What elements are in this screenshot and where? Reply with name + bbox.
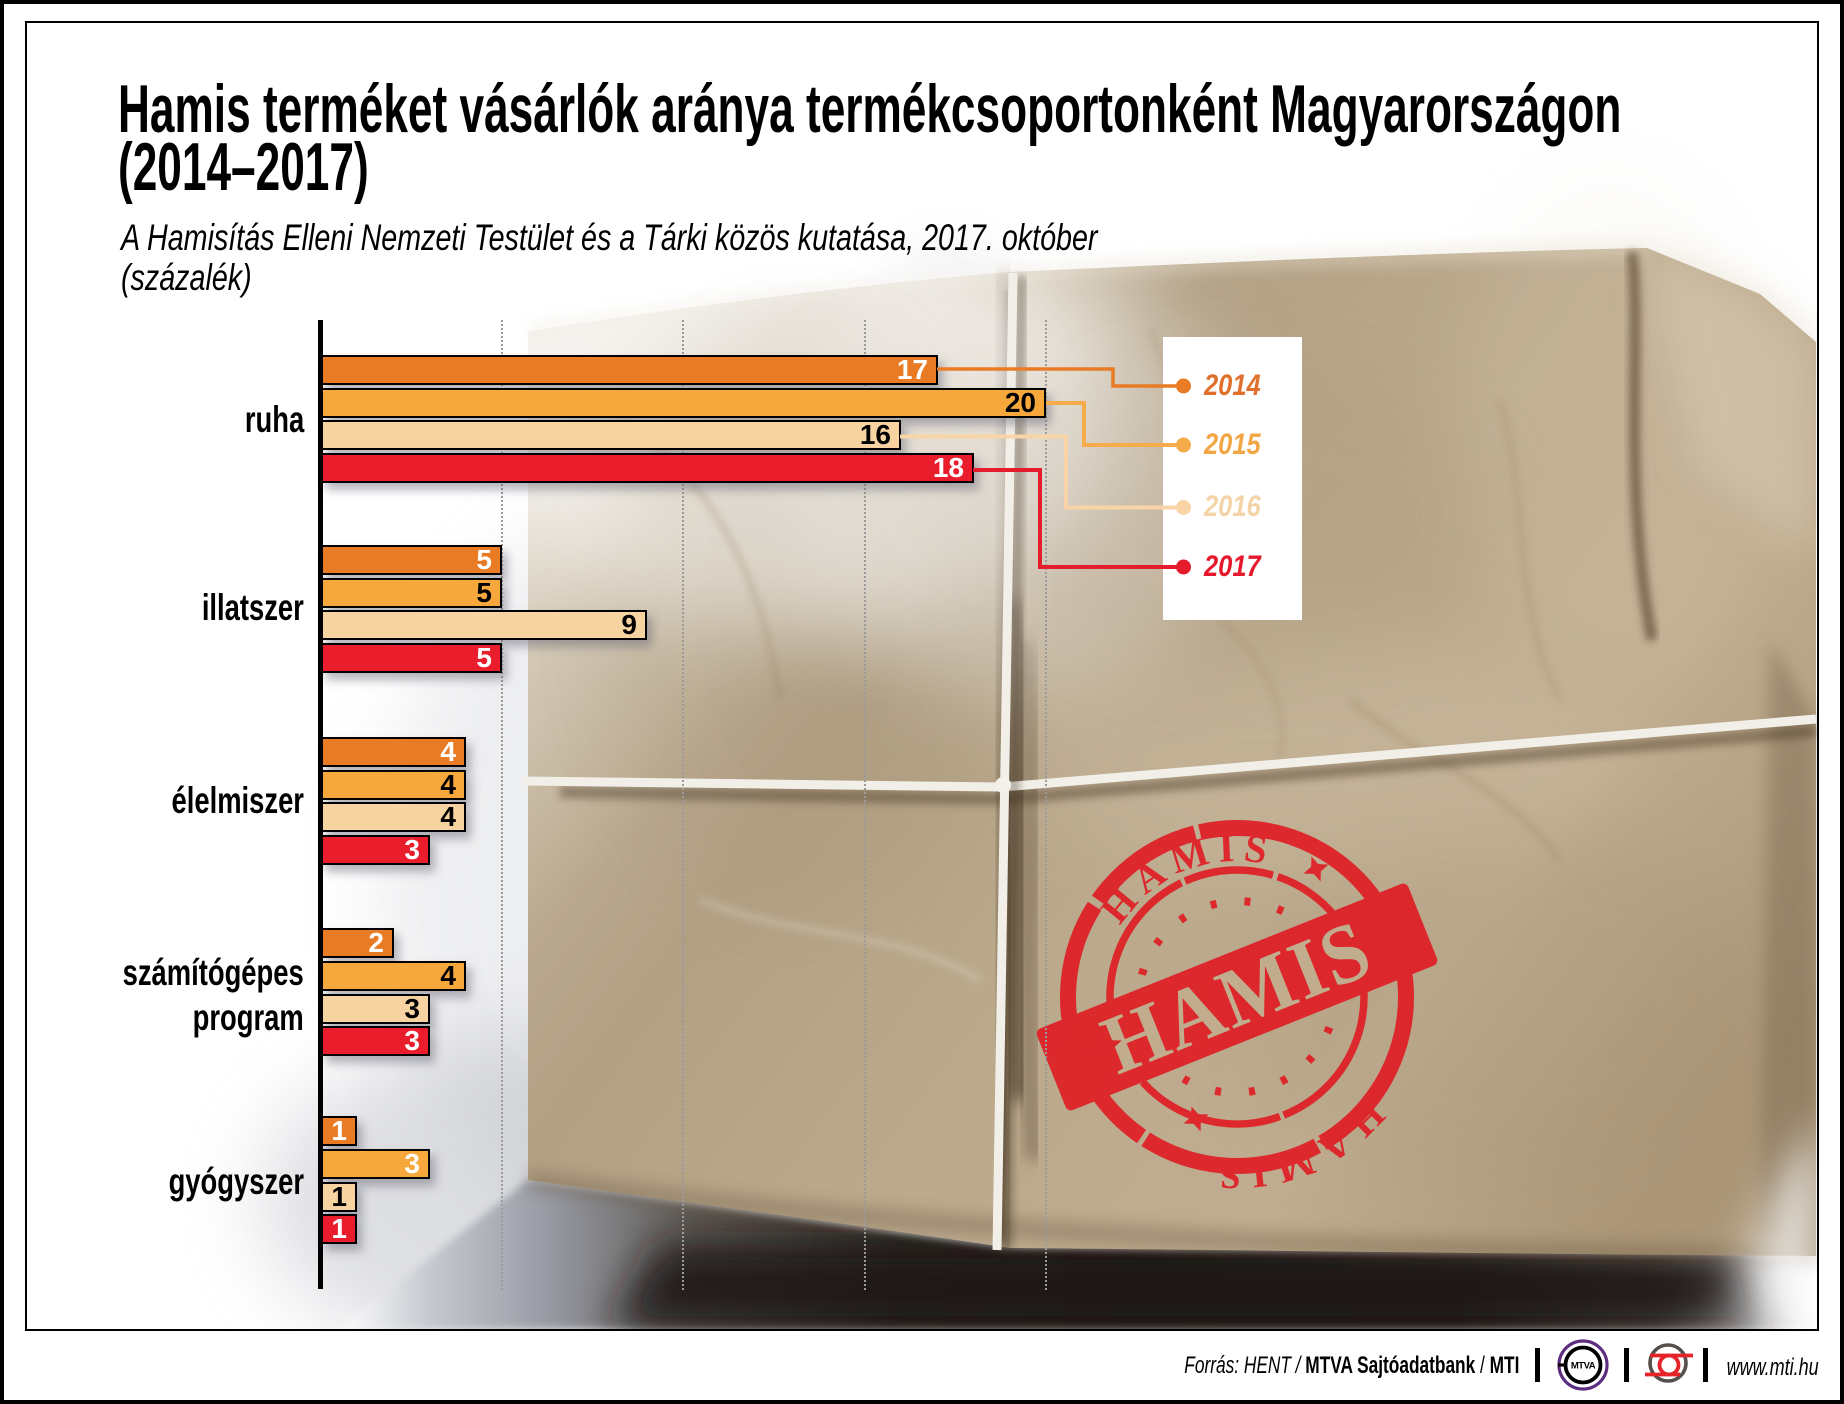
svg-text:MTVA: MTVA [1571, 1361, 1596, 1372]
